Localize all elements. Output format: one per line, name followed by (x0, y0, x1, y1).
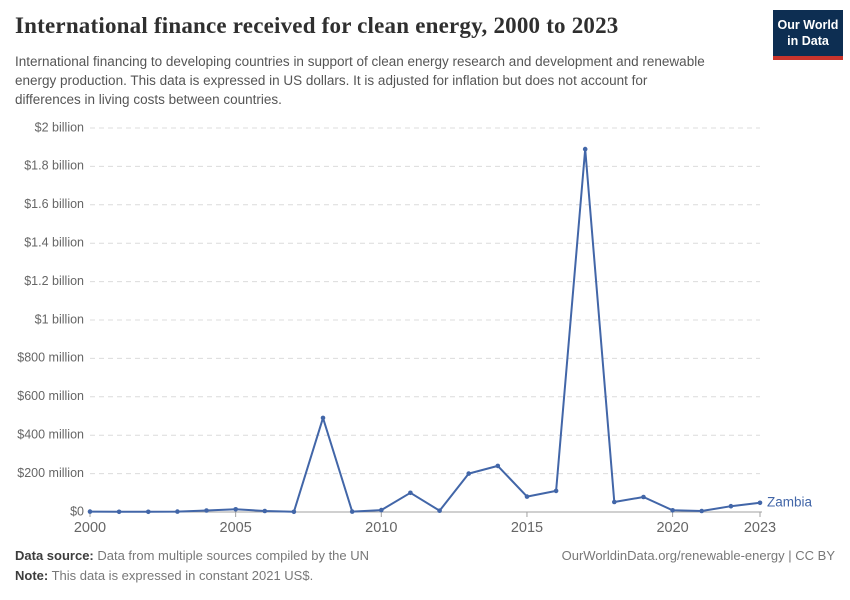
footer-data-source: Data source: Data from multiple sources … (15, 548, 369, 563)
x-axis-tick-label: 2020 (656, 520, 688, 536)
data-point[interactable] (349, 509, 355, 514)
owid-logo-line2: in Data (787, 34, 829, 49)
data-point[interactable] (728, 503, 734, 509)
data-point[interactable] (524, 494, 530, 499)
entity-label-zambia[interactable]: Zambia (767, 494, 813, 509)
data-point[interactable] (612, 499, 617, 505)
data-point[interactable] (204, 508, 209, 513)
y-axis-tick-label: $1 billion (35, 312, 84, 326)
y-axis-tick-label: $0 (70, 504, 84, 518)
data-point[interactable] (757, 500, 763, 506)
owid-logo[interactable]: Our World in Data (773, 10, 843, 60)
data-point[interactable] (175, 509, 180, 514)
data-point[interactable] (699, 508, 704, 514)
data-point[interactable] (641, 494, 646, 500)
y-axis-tick-label: $1.4 billion (24, 235, 84, 249)
y-axis-tick-label: $200 million (17, 466, 84, 480)
data-point[interactable] (670, 508, 675, 513)
footer-data-source-label: Data source: (15, 548, 94, 563)
data-point[interactable] (582, 146, 588, 152)
x-axis-tick-label: 2023 (744, 520, 776, 536)
y-axis-tick-label: $600 million (17, 389, 84, 403)
y-axis-tick-label: $400 million (17, 427, 84, 441)
chart-canvas: $0 $200 million $400 million $600 million $8… (17, 120, 813, 536)
x-axis-tick-label: 2015 (511, 520, 543, 536)
data-point[interactable] (233, 507, 238, 512)
footer-note-label: Note: (15, 568, 49, 583)
data-point[interactable] (437, 508, 442, 513)
y-axis-tick-label: $800 million (17, 351, 84, 365)
chart-title: International finance received for clean… (15, 13, 619, 38)
data-point[interactable] (320, 415, 326, 421)
footer-data-source-text: Data from multiple sources compiled by t… (93, 548, 370, 563)
footer-note: Note: This data is expressed in constant… (15, 568, 313, 583)
data-point[interactable] (291, 509, 297, 515)
data-point[interactable] (262, 508, 268, 514)
series-line-zambia[interactable] (89, 148, 761, 513)
x-axis-tick-label: 2010 (365, 520, 397, 536)
data-point[interactable] (553, 488, 559, 494)
footer-note-text: This data is expressed in constant 2021 … (48, 568, 314, 583)
data-point[interactable] (408, 490, 413, 496)
data-point[interactable] (379, 507, 384, 513)
owid-logo-line1: Our World (777, 18, 839, 32)
x-axis-tick-label: 2005 (220, 520, 252, 536)
footer-citation-link[interactable]: OurWorldinData.org/renewable-energy | CC… (561, 548, 835, 563)
data-point[interactable] (146, 509, 151, 515)
data-point[interactable] (87, 509, 93, 514)
data-point[interactable] (466, 471, 472, 476)
data-point[interactable] (495, 463, 501, 469)
y-axis-tick-label: $1.2 billion (24, 274, 84, 288)
y-axis-tick-label: $2 billion (35, 120, 84, 134)
data-point[interactable] (116, 509, 122, 515)
y-axis-tick-label: $1.6 billion (24, 197, 84, 211)
chart-subtitle: International financing to developing co… (15, 54, 705, 108)
y-axis-tick-label: $1.8 billion (24, 159, 84, 173)
x-axis-tick-label: 2000 (74, 520, 106, 536)
